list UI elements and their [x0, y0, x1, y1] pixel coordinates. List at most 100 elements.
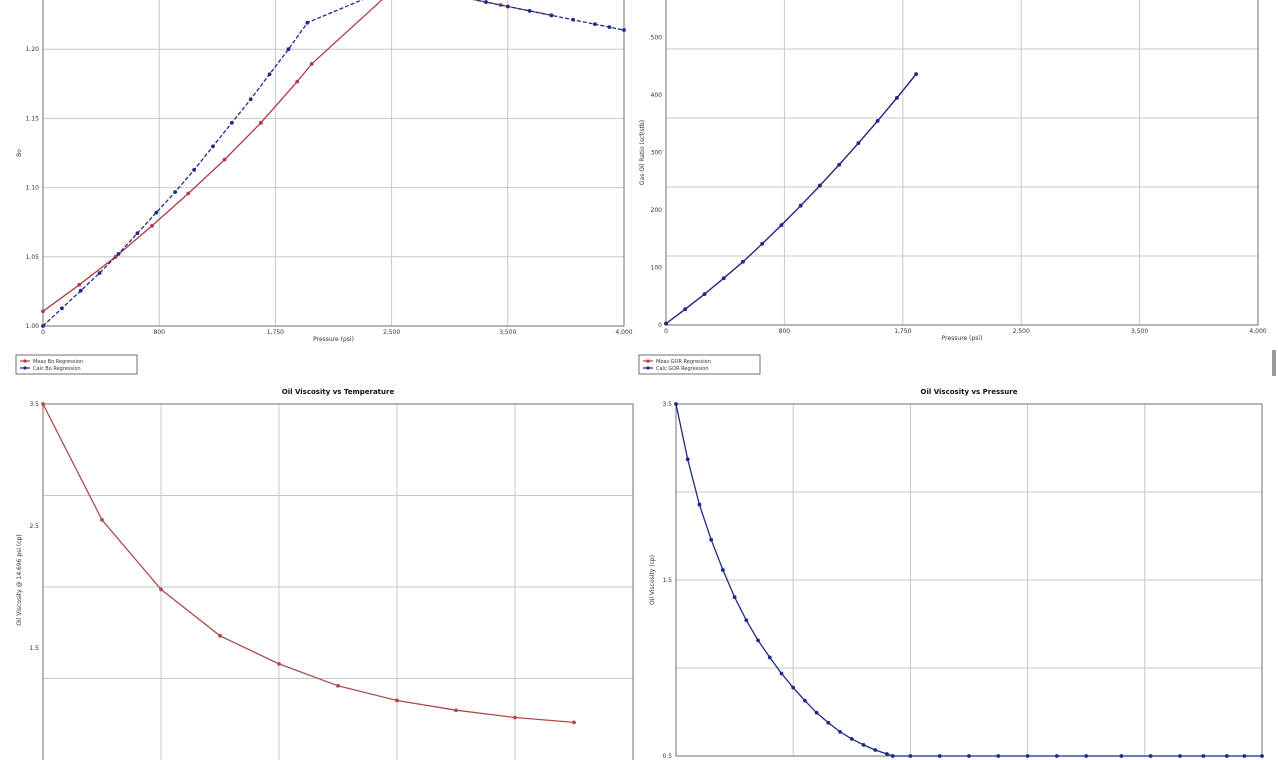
- series-line: [675, 403, 1262, 757]
- data-point: [674, 402, 678, 406]
- y-axis-label: Oil Viscosity @ 14.696 psi (cp): [16, 534, 23, 625]
- data-point: [826, 720, 831, 725]
- data-point: [41, 324, 45, 328]
- data-point: [996, 754, 1001, 758]
- x-tick-label: 1,750: [894, 328, 911, 335]
- y-tick-label: 200: [651, 207, 663, 214]
- y-tick-label: 0.5: [662, 753, 672, 760]
- data-point: [258, 120, 263, 125]
- scrollbar-thumb[interactable]: [1272, 350, 1276, 376]
- data-point: [41, 309, 45, 314]
- x-tick-label: 800: [153, 329, 165, 336]
- y-tick-label: 500: [651, 35, 663, 42]
- y-tick-label: 1.5: [662, 577, 672, 584]
- data-point: [720, 568, 725, 572]
- legend-marker: [646, 359, 650, 363]
- y-tick-label: 1.10: [26, 185, 40, 192]
- x-tick-label: 2,500: [1013, 328, 1030, 335]
- legend-marker: [646, 366, 650, 370]
- data-point: [873, 748, 878, 752]
- x-tick-label: 2,500: [383, 329, 400, 336]
- data-point: [791, 685, 796, 690]
- data-point: [1201, 754, 1206, 758]
- data-point: [798, 203, 803, 208]
- y-axis-label: Oil Viscosity (cp): [649, 555, 656, 605]
- data-point: [248, 97, 253, 102]
- data-point: [97, 271, 102, 275]
- y-tick-label: 1.00: [26, 323, 40, 330]
- y-tick-label: 100: [651, 265, 663, 272]
- data-point: [838, 729, 842, 734]
- data-point: [664, 321, 668, 326]
- data-point: [336, 683, 340, 688]
- data-point: [890, 754, 895, 758]
- data-point: [856, 141, 861, 146]
- data-point: [505, 4, 510, 9]
- y-axis-label: Gas Oil Ratio (scf/stb): [639, 120, 646, 185]
- data-point: [571, 17, 576, 22]
- data-point: [721, 276, 726, 281]
- x-tick-label: 1,750: [267, 329, 284, 336]
- data-point: [697, 502, 702, 507]
- plot-area: [43, 404, 633, 760]
- x-tick-label: 3,500: [499, 329, 516, 336]
- data-point: [186, 191, 191, 196]
- data-point: [211, 144, 215, 149]
- data-point: [1119, 754, 1124, 758]
- data-point: [59, 306, 64, 311]
- plot-frame: [42, 403, 634, 760]
- data-point: [885, 752, 889, 756]
- y-tick-label: 0: [658, 322, 662, 329]
- legend-label: Calc Bo Regression: [33, 366, 81, 372]
- y-tick-label: 300: [651, 150, 663, 157]
- gas-oil-ratio-vs-pressure-chart: 0 800 1,750 2,500 3,500 4,000 500 400 300 200 100 0…: [638, 0, 1267, 375]
- data-point: [1224, 754, 1229, 758]
- series-line: [42, 0, 625, 327]
- y-tick-label: 1.5: [29, 645, 39, 652]
- data-point: [116, 251, 121, 256]
- y-tick-label: 400: [651, 92, 663, 99]
- legend-marker: [23, 359, 27, 363]
- data-point: [484, 0, 488, 4]
- data-point: [159, 587, 163, 592]
- chart-title: Oil Viscosity vs Temperature: [282, 388, 395, 396]
- data-point: [837, 162, 842, 167]
- x-tick-label: 800: [779, 328, 791, 335]
- data-point: [756, 638, 760, 643]
- legend-marker: [23, 366, 27, 370]
- data-point: [1178, 754, 1182, 758]
- data-point: [1242, 754, 1247, 758]
- series-line: [665, 73, 917, 325]
- data-point: [218, 633, 222, 638]
- plot-frame: [42, 0, 625, 327]
- data-point: [914, 72, 919, 77]
- x-tick-label: 0: [664, 328, 668, 335]
- data-point: [741, 259, 745, 264]
- data-point: [607, 25, 612, 30]
- x-tick-label: 4,000: [615, 329, 632, 336]
- data-point: [295, 79, 300, 84]
- data-point: [395, 698, 399, 703]
- data-point: [744, 618, 749, 623]
- data-point: [622, 28, 626, 32]
- data-point: [814, 710, 819, 715]
- data-point: [309, 62, 314, 66]
- y-axis-label: Bo: [16, 149, 23, 157]
- x-axis-label: Pressure (psi): [313, 336, 354, 343]
- data-point: [760, 241, 765, 246]
- data-point: [286, 47, 291, 52]
- data-point: [150, 223, 154, 228]
- data-point: [527, 9, 532, 13]
- data-point: [818, 183, 822, 188]
- plot-area: [43, 0, 624, 326]
- data-point: [1148, 754, 1153, 758]
- data-point: [513, 715, 517, 720]
- data-point: [683, 307, 688, 312]
- data-point: [1084, 754, 1089, 758]
- data-point: [173, 190, 178, 194]
- data-point: [779, 223, 784, 227]
- data-point: [1025, 754, 1030, 758]
- y-tick-label: 3.5: [29, 401, 39, 408]
